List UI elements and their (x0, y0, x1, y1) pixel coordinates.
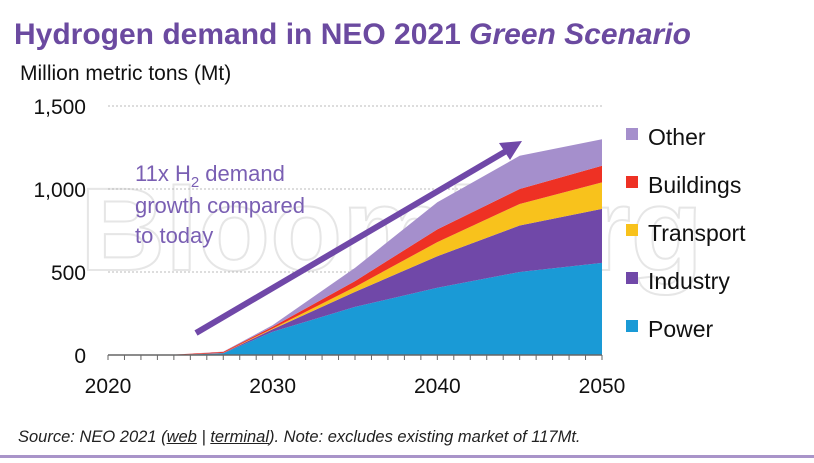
legend-swatch-other (626, 128, 638, 140)
bottom-rule (0, 455, 814, 458)
y-tick-label: 1,500 (33, 96, 86, 119)
area-power (108, 262, 602, 355)
area-other (108, 139, 602, 355)
legend-label-buildings: Buildings (648, 172, 741, 198)
legend-swatch-power (626, 320, 638, 332)
title-main: Hydrogen demand in NEO 2021 (14, 18, 470, 51)
growth-arrow (194, 147, 510, 336)
annotation-line3: to today (135, 223, 213, 248)
web-link[interactable]: web (166, 428, 197, 446)
title-italic: Green Scenario (469, 18, 691, 51)
y-axis-label: Million metric tons (Mt) (20, 62, 232, 85)
area-industry (108, 208, 602, 355)
legend-label-other: Other (648, 124, 706, 150)
chart-title: Hydrogen demand in NEO 2021 Green Scenar… (14, 18, 691, 52)
source-suffix: ). Note: excludes existing market of 117… (269, 428, 581, 446)
y-tick-label: 1,000 (33, 179, 86, 202)
y-tick-label: 0 (74, 345, 86, 368)
terminal-link[interactable]: terminal (210, 428, 270, 446)
x-tick-label: 2050 (579, 375, 626, 398)
legend-label-power: Power (648, 316, 714, 342)
y-tick-label: 500 (51, 262, 86, 285)
source-prefix: Source: NEO 2021 ( (18, 428, 167, 446)
x-tick-label: 2020 (85, 375, 132, 398)
legend-label-transport: Transport (648, 220, 746, 246)
legend-label-industry: Industry (648, 268, 730, 294)
source-note: Source: NEO 2021 (web | terminal). Note:… (18, 428, 581, 447)
x-tick-label: 2040 (414, 375, 461, 398)
x-tick-label: 2030 (249, 375, 296, 398)
source-sep: | (196, 428, 211, 446)
arrow-head (499, 141, 522, 160)
legend-swatch-industry (626, 272, 638, 284)
annotation-line2: growth compared (135, 193, 305, 218)
legend-swatch-buildings (626, 176, 638, 188)
area-buildings (108, 165, 602, 355)
area-transport (108, 182, 602, 355)
legend-swatch-transport (626, 224, 638, 236)
